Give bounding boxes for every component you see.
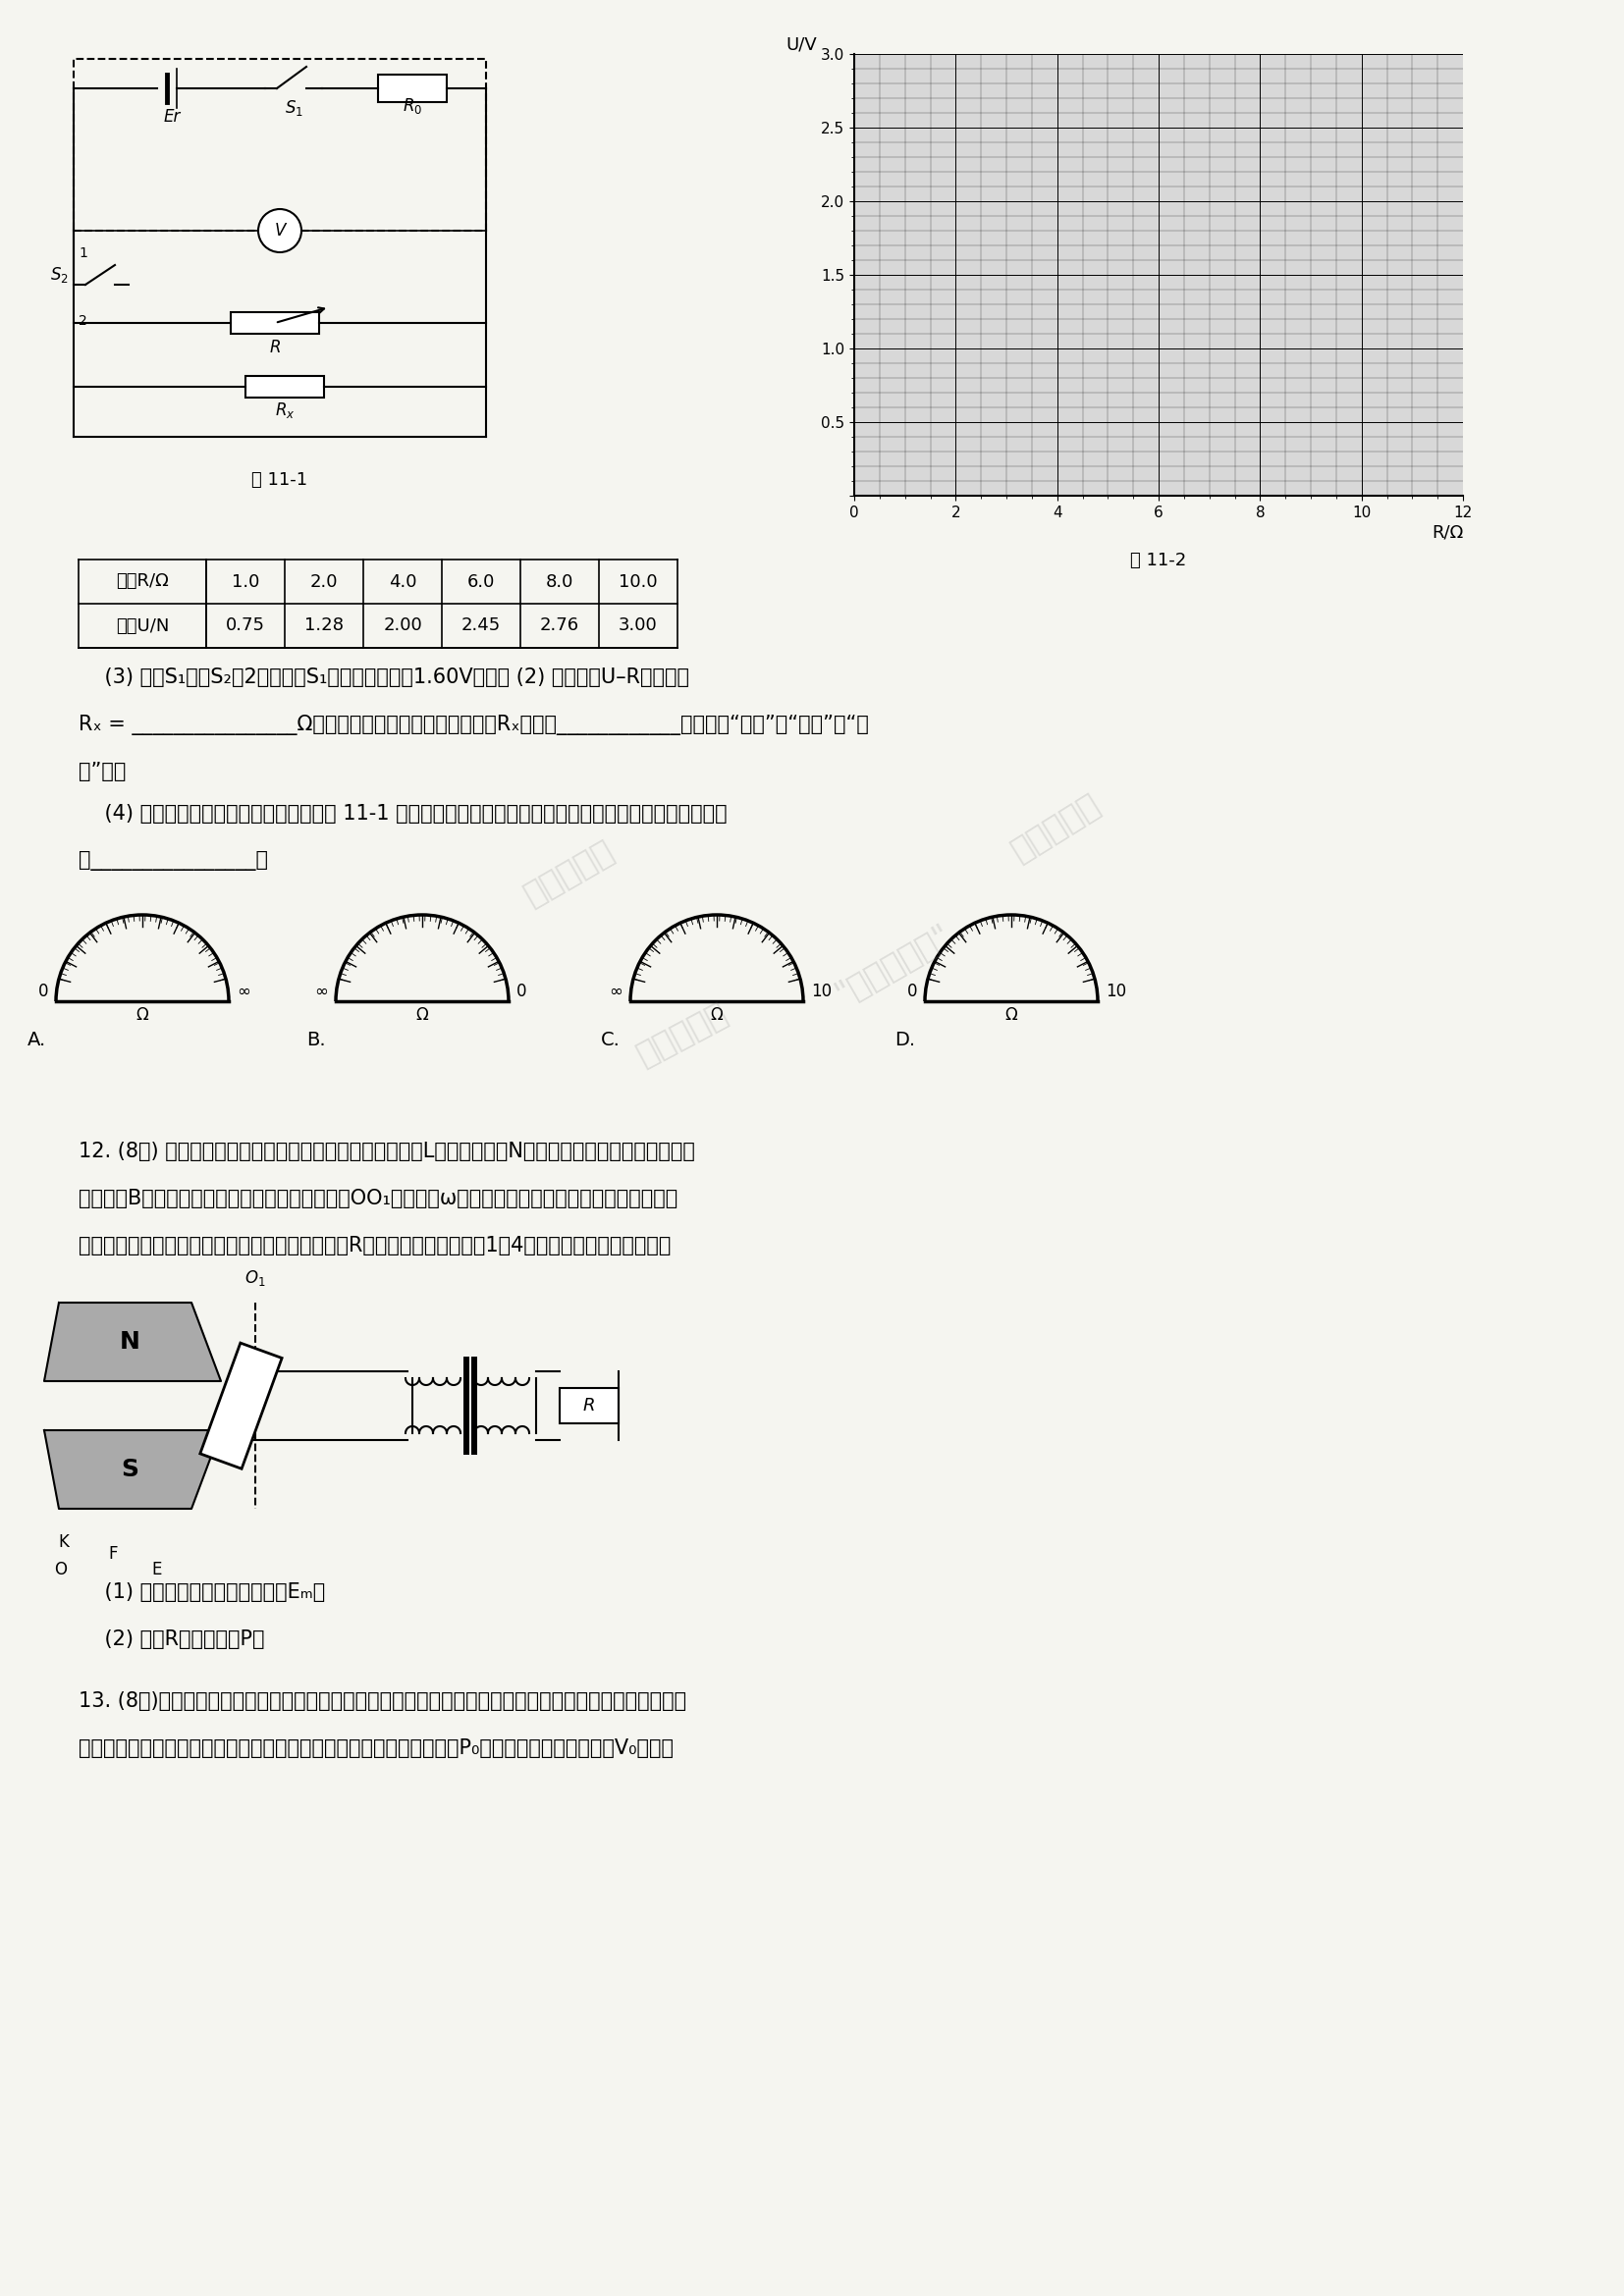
Text: $R_x$: $R_x$	[274, 400, 296, 420]
Text: 高考早知道: 高考早知道	[632, 996, 732, 1070]
X-axis label: R/Ω: R/Ω	[1431, 523, 1463, 542]
Text: Rₓ = ________________Ω，考虑到电压表为非理想电表，则Rₓ测量値____________真实値（“大于”、“小于”、“等: Rₓ = ________________Ω，考虑到电压表为非理想电表，则Rₓ测…	[78, 714, 869, 735]
Text: E: E	[153, 1561, 162, 1577]
Text: 6.0: 6.0	[468, 572, 495, 590]
Text: S: S	[120, 1458, 138, 1481]
Text: 和理想变压器原线圈相连，副线圈回路负载电限为R，原、副线圈匹数比为1：4，其简化示意图如图。求：: 和理想变压器原线圈相连，副线圈回路负载电限为R，原、副线圈匹数比为1：4，其简化…	[78, 1235, 671, 1256]
Bar	[471, 1357, 477, 1456]
Text: 1: 1	[78, 246, 88, 259]
Text: 0: 0	[37, 983, 49, 1001]
Bar	[463, 1357, 469, 1456]
Text: 10: 10	[1106, 983, 1127, 1001]
Text: (1) 发电机产生的电动势最大値Eₘ；: (1) 发电机产生的电动势最大値Eₘ；	[78, 1582, 325, 1603]
Bar	[231, 312, 318, 333]
Text: ∞: ∞	[237, 983, 250, 1001]
Text: 2.45: 2.45	[461, 618, 500, 634]
Text: 于”）；: 于”）；	[78, 762, 127, 781]
Text: (4) 为了更方便地测量多种未知电限，题 11-1 图虚线框中电路可作为欧姆表使用，电压表表盘改动后正确的: (4) 为了更方便地测量多种未知电限，题 11-1 图虚线框中电路可作为欧姆表使…	[78, 804, 728, 824]
Text: 4.0: 4.0	[388, 572, 416, 590]
Text: R: R	[583, 1396, 596, 1414]
Text: 2.76: 2.76	[539, 618, 580, 634]
Text: 8.0: 8.0	[546, 572, 573, 590]
Text: C.: C.	[601, 1031, 620, 1049]
Text: 1.28: 1.28	[304, 618, 344, 634]
Text: 电压U/N: 电压U/N	[115, 618, 169, 634]
Circle shape	[258, 209, 302, 253]
Text: $R$: $R$	[270, 338, 281, 356]
Text: ∞: ∞	[609, 983, 622, 1001]
Text: F: F	[109, 1545, 117, 1564]
Y-axis label: U/V: U/V	[786, 37, 817, 55]
Bar	[200, 1343, 283, 1469]
Bar	[73, 60, 486, 230]
Polygon shape	[44, 1430, 221, 1508]
Text: 的容积，将该瓶与一带活塞的气缸相连，气缸和香水瓶内气体压强均为P₀，气缸内封闭气体体积为V₀，推动: 的容积，将该瓶与一带活塞的气缸相连，气缸和香水瓶内气体压强均为P₀，气缸内封闭气…	[78, 1738, 674, 1759]
Text: $S_1$: $S_1$	[284, 99, 302, 117]
Text: 13. (8分)。工业测量中，常用充气的方法较精确地测量特殊容器的容积和检测密封性能。为测量某空香水瓶: 13. (8分)。工业测量中，常用充气的方法较精确地测量特殊容器的容积和检测密封…	[78, 1692, 687, 1711]
Text: (2) 电限R消耗的功率P。: (2) 电限R消耗的功率P。	[78, 1630, 265, 1649]
Text: 2: 2	[78, 315, 88, 328]
Text: $S_2$: $S_2$	[50, 264, 68, 285]
Text: O: O	[55, 1561, 67, 1577]
Text: (3) 断开S₁，将S₂接2，再闭合S₁，电压表示数为1.60V，利用 (2) 中测绘的U–R图像可得: (3) 断开S₁，将S₂接2，再闭合S₁，电压表示数为1.60V，利用 (2) …	[78, 668, 689, 687]
Text: $\Omega$: $\Omega$	[416, 1006, 429, 1024]
Text: "高考早知道": "高考早知道"	[830, 918, 957, 1010]
Text: $\Omega$: $\Omega$	[710, 1006, 724, 1024]
Text: N: N	[119, 1329, 140, 1355]
Text: 0.75: 0.75	[226, 618, 265, 634]
Text: 高考早知道: 高考早知道	[1005, 788, 1106, 866]
Text: 2.00: 2.00	[383, 618, 422, 634]
Bar	[378, 73, 447, 101]
Text: A.: A.	[28, 1031, 45, 1049]
Text: B.: B.	[307, 1031, 326, 1049]
Text: 高考早知道: 高考早知道	[518, 833, 619, 912]
Text: 10: 10	[810, 983, 831, 1001]
Text: V: V	[274, 223, 286, 239]
Text: 1.0: 1.0	[232, 572, 260, 590]
Text: 题 11-2: 题 11-2	[1130, 551, 1187, 569]
Text: $\Omega$: $\Omega$	[135, 1006, 149, 1024]
Text: 2.0: 2.0	[310, 572, 338, 590]
Text: 是________________。: 是________________。	[78, 852, 268, 870]
Text: ∞: ∞	[315, 983, 328, 1001]
Text: K: K	[58, 1534, 70, 1552]
Bar	[245, 377, 325, 397]
Bar	[560, 1389, 619, 1424]
Text: 10.0: 10.0	[619, 572, 658, 590]
Text: 应强度为B的匀强磁场中，绕垂直于磁场方向的轴OO₁以角速度ω匀速转动。发电机（内限可忽略）输出端: 应强度为B的匀强磁场中，绕垂直于磁场方向的轴OO₁以角速度ω匀速转动。发电机（内…	[78, 1189, 677, 1208]
Text: 12. (8分) 某同学制作了一个简易的手摇发电机，用总长为L的导线绕制成N匹正方形线圈，将线圈放入磁感: 12. (8分) 某同学制作了一个简易的手摇发电机，用总长为L的导线绕制成N匹正…	[78, 1141, 695, 1162]
Text: 题 11-1: 题 11-1	[252, 471, 309, 489]
Polygon shape	[44, 1302, 221, 1382]
Text: D.: D.	[895, 1031, 914, 1049]
Text: $\Omega$: $\Omega$	[1004, 1006, 1018, 1024]
Text: 0: 0	[516, 983, 526, 1001]
Text: 3.00: 3.00	[619, 618, 658, 634]
Text: Er: Er	[164, 108, 180, 126]
Text: $O_1$: $O_1$	[245, 1267, 266, 1288]
Text: $R_0$: $R_0$	[403, 96, 422, 115]
Text: 电限R/Ω: 电限R/Ω	[115, 572, 169, 590]
Text: 0: 0	[906, 983, 918, 1001]
